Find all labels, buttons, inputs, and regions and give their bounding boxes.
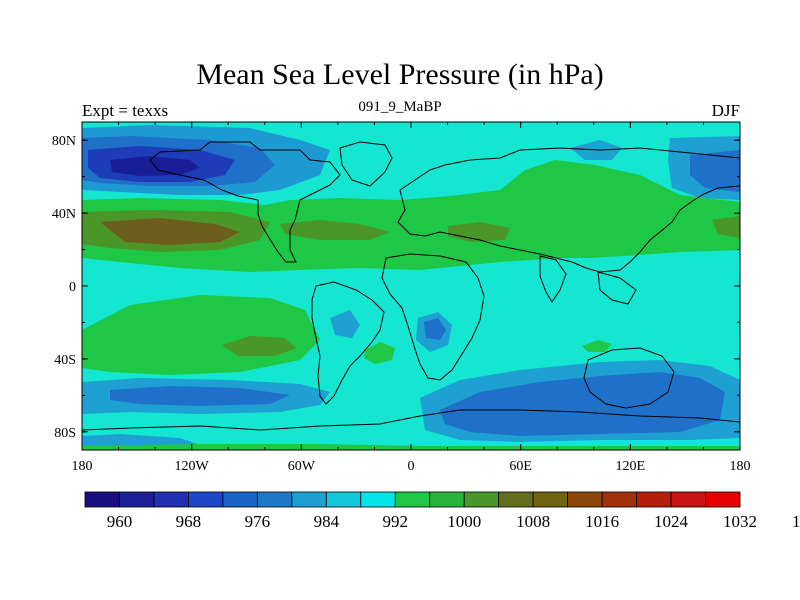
coastline-south-america [311,281,385,405]
x-tick-label: 180 [730,459,751,474]
colorbar-swatch [360,491,396,508]
contour-high-1016-far-east [712,216,740,238]
x-tick-label: 120E [616,459,646,474]
y-tick-label: 40N [52,207,76,222]
x-tick-label: 120W [175,459,210,474]
colorbar-label: 1016 [585,512,619,531]
colorbar-swatch [670,491,706,508]
colorbar-swatch [188,491,224,508]
colorbar-label: 1000 [447,512,481,531]
colorbar-swatch [119,491,155,508]
x-tick-label: 180 [72,459,93,474]
colorbar: 960 968 976 984 992 1000 1008 1016 1024 1032 1040 [84,491,800,531]
contour-high-1008-indian [582,340,612,352]
x-tick-label: 60E [509,459,532,474]
colorbar-label: 1040 [792,512,800,531]
colorbar-swatch [429,491,465,508]
contour-low-984-east [690,150,740,192]
colorbar-swatch [463,491,500,508]
colorbar-swatch [256,491,293,508]
x-tick-label: 0 [408,459,415,474]
contour-low-992-south-america [330,310,360,338]
contour-high-1008-nh-belt [82,160,740,272]
colorbar-swatch [84,491,120,508]
colorbar-swatch [325,491,362,508]
coastline-antarctica [82,409,740,431]
y-tick-label: 40S [54,353,76,368]
coastline-greenland [339,141,393,187]
contour-low-984-africa [424,318,446,340]
coastline-southeast-asia [597,271,637,305]
colorbar-swatch [222,491,258,508]
axis-ticks: 180 120W 60W 0 60E 120E 180 80N 40N 0 40S 80S [52,122,751,474]
plot-title: Mean Sea Level Pressure (in hPa) [196,58,604,91]
y-tick-label: 0 [69,280,76,295]
colorbar-swatch [394,491,431,508]
contour-low-984-southern-ocean-west [110,386,290,406]
colorbar-label: 984 [314,512,340,531]
colorbar-swatch [601,491,637,508]
colorbar-swatch [291,491,327,508]
colorbar-swatch [153,491,189,508]
colorbar-swatch [532,491,569,508]
contour-high-1008-south-atlantic [364,342,395,364]
colorbar-label: 1032 [723,512,757,531]
y-tick-label: 80S [54,426,76,441]
season-label: DJF [711,101,740,120]
coastlines [82,141,740,431]
colorbar-label: 968 [176,512,202,531]
pressure-field [82,122,740,450]
experiment-label: Expt = texxs [82,101,169,120]
colorbar-label: 1024 [654,512,689,531]
colorbar-swatch [636,491,672,508]
colorbar-label: 976 [245,512,271,531]
contour-high-1016-south-pacific [222,336,296,356]
period-label: 091_9_MaBP [358,99,442,115]
y-tick-label: 80N [52,134,76,149]
colorbar-swatch [498,491,534,508]
coastline-australia [583,347,675,409]
coastline-north-america [149,141,341,263]
coastline-eurasia [397,147,740,273]
colorbar-label: 992 [383,512,409,531]
contour-high-1024-atlantic [100,218,240,245]
contour-high-1016-asia [280,220,390,240]
colorbar-swatch [567,491,603,508]
colorbar-swatch [705,491,741,508]
coastline-india [539,255,567,303]
contour-low-984-southern-ocean-east [440,372,725,436]
x-tick-label: 60W [288,459,316,474]
colorbar-label: 960 [107,512,133,531]
coastline-africa [381,253,485,381]
colorbar-label: 1008 [516,512,550,531]
